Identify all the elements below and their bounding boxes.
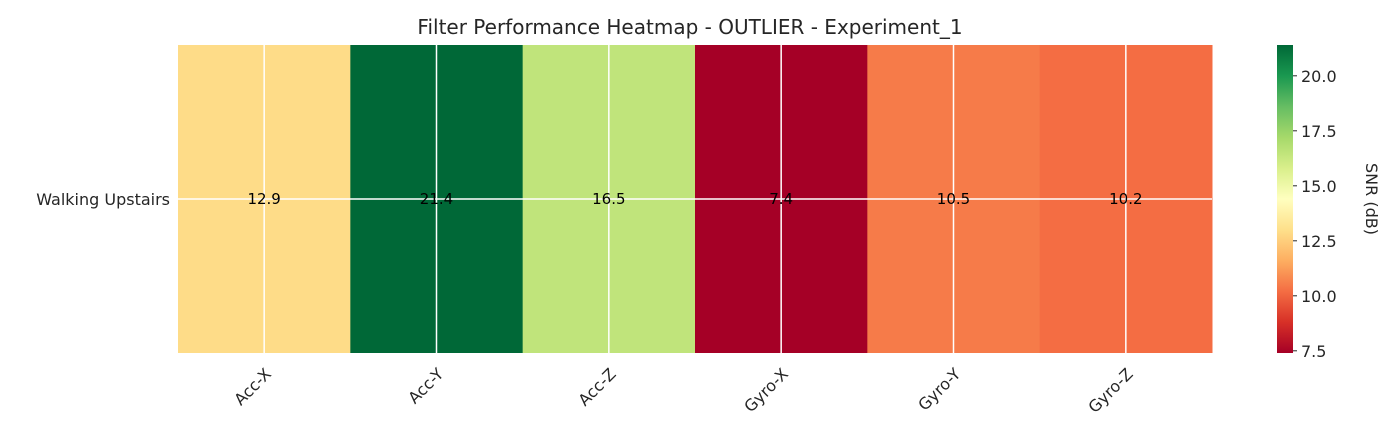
x-axis-ticks: Acc-X Acc-Y Acc-Z Gyro-X Gyro-Y Gyro-Z (230, 364, 1136, 416)
x-tick-label: Acc-X (230, 364, 275, 409)
chart-title: Filter Performance Heatmap - OUTLIER - E… (417, 15, 962, 39)
y-tick-label: Walking Upstairs (36, 190, 170, 209)
colorbar-tick-label: 17.5 (1301, 122, 1337, 141)
cell-value-labels: 12.9 21.4 16.5 7.4 10.5 10.2 (247, 190, 1142, 208)
x-tick-label: Acc-Y (404, 364, 447, 407)
cell-value-label: 10.2 (1109, 190, 1142, 208)
colorbar-tick-label: 20.0 (1301, 67, 1337, 86)
colorbar-tick-label: 15.0 (1301, 177, 1337, 196)
colorbar-tick-label: 10.0 (1301, 287, 1337, 306)
colorbar-tick-label: 12.5 (1301, 232, 1337, 251)
x-tick-label: Gyro-Z (1084, 364, 1136, 416)
cell-value-label: 21.4 (420, 190, 453, 208)
grid-lines (178, 45, 1212, 353)
cell-value-label: 10.5 (937, 190, 970, 208)
y-axis-ticks: Walking Upstairs (36, 190, 170, 209)
cell-value-label: 12.9 (247, 190, 280, 208)
x-tick-label: Gyro-Y (914, 364, 964, 414)
x-tick-label: Gyro-X (740, 364, 792, 416)
colorbar (1277, 45, 1293, 353)
cell-value-label: 16.5 (592, 190, 625, 208)
colorbar-ticks: 7.5 10.0 12.5 15.0 17.5 20.0 (1293, 67, 1337, 361)
x-tick-label: Acc-Z (574, 364, 619, 409)
colorbar-tick-label: 7.5 (1301, 342, 1326, 361)
colorbar-label: SNR (dB) (1362, 163, 1381, 235)
cell-value-label: 7.4 (769, 190, 793, 208)
